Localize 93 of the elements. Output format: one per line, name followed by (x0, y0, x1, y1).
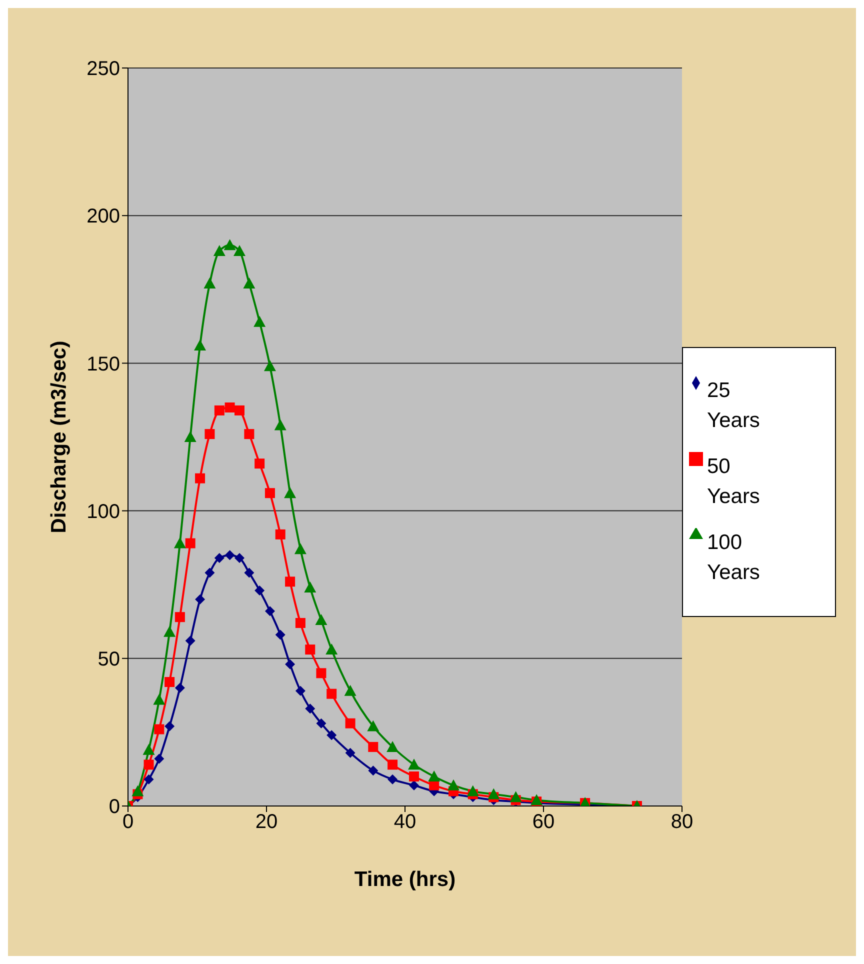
y-tick-label: 100 (86, 500, 120, 523)
legend-label: 25 Years (707, 378, 761, 434)
point (233, 245, 246, 256)
point (368, 742, 378, 752)
point (326, 644, 338, 655)
point (326, 688, 337, 699)
point (530, 794, 543, 806)
point (144, 774, 154, 784)
legend-label: 50 Years (707, 454, 761, 510)
point (316, 668, 326, 678)
y-tick-label: 0 (108, 796, 120, 818)
y-tick-label: 200 (86, 206, 120, 228)
point (345, 748, 356, 758)
point (264, 488, 275, 498)
point (185, 636, 196, 646)
point (204, 568, 215, 578)
x-tick-label: 80 (670, 811, 694, 834)
point (284, 487, 296, 498)
point (345, 718, 356, 728)
point (386, 740, 399, 752)
point (428, 770, 440, 782)
point (254, 316, 266, 327)
point (295, 618, 306, 628)
point (194, 339, 206, 350)
point (367, 720, 380, 732)
point (275, 630, 286, 640)
point (466, 785, 479, 796)
point (214, 405, 224, 416)
point (305, 644, 316, 655)
x-tick-label: 60 (532, 811, 555, 834)
point (285, 576, 296, 587)
point (295, 686, 306, 696)
point (294, 543, 306, 554)
point (154, 724, 164, 734)
point (274, 419, 286, 430)
point (214, 553, 224, 564)
y-tick-label: 150 (86, 353, 120, 376)
point (344, 684, 356, 696)
point (285, 659, 296, 670)
point (224, 402, 235, 412)
point (388, 760, 398, 770)
point (164, 677, 175, 688)
x-axis-title: Time (hrs) (354, 868, 456, 891)
point (488, 788, 500, 800)
point (409, 771, 420, 782)
point (224, 550, 235, 560)
point (174, 682, 185, 693)
point (254, 586, 265, 596)
point (195, 473, 206, 484)
point (164, 721, 175, 732)
point (510, 791, 522, 802)
point (243, 277, 256, 288)
point (154, 754, 164, 764)
point (144, 760, 154, 770)
point (275, 529, 286, 540)
point (244, 568, 254, 578)
x-tick-label: 20 (255, 811, 278, 834)
point (326, 730, 337, 740)
point (447, 779, 460, 790)
y-tick-label: 250 (86, 58, 120, 80)
point (174, 612, 185, 622)
point (368, 766, 378, 776)
point (174, 537, 186, 548)
point (234, 405, 244, 416)
point (224, 239, 236, 250)
point (185, 538, 196, 548)
point (429, 780, 440, 790)
point (164, 626, 176, 637)
point (244, 429, 254, 440)
point (195, 594, 206, 604)
point (388, 774, 398, 784)
point (264, 360, 276, 372)
point (204, 277, 216, 288)
x-tick-label: 40 (394, 811, 416, 834)
point (204, 429, 215, 440)
point (304, 582, 316, 593)
point (315, 614, 328, 626)
point (305, 704, 316, 714)
legend-label: 100 Years (707, 530, 761, 586)
point (153, 694, 166, 705)
y-tick-label: 50 (98, 648, 120, 670)
point (132, 785, 144, 796)
point (408, 758, 420, 770)
y-axis-title: Discharge (m3/sec) (47, 340, 70, 534)
point (142, 744, 155, 755)
point (213, 245, 226, 256)
x-tick-label: 0 (122, 811, 134, 834)
point (264, 606, 275, 616)
point (409, 780, 420, 790)
point (316, 718, 326, 728)
point (254, 458, 265, 469)
point (184, 431, 196, 442)
point (234, 553, 244, 564)
